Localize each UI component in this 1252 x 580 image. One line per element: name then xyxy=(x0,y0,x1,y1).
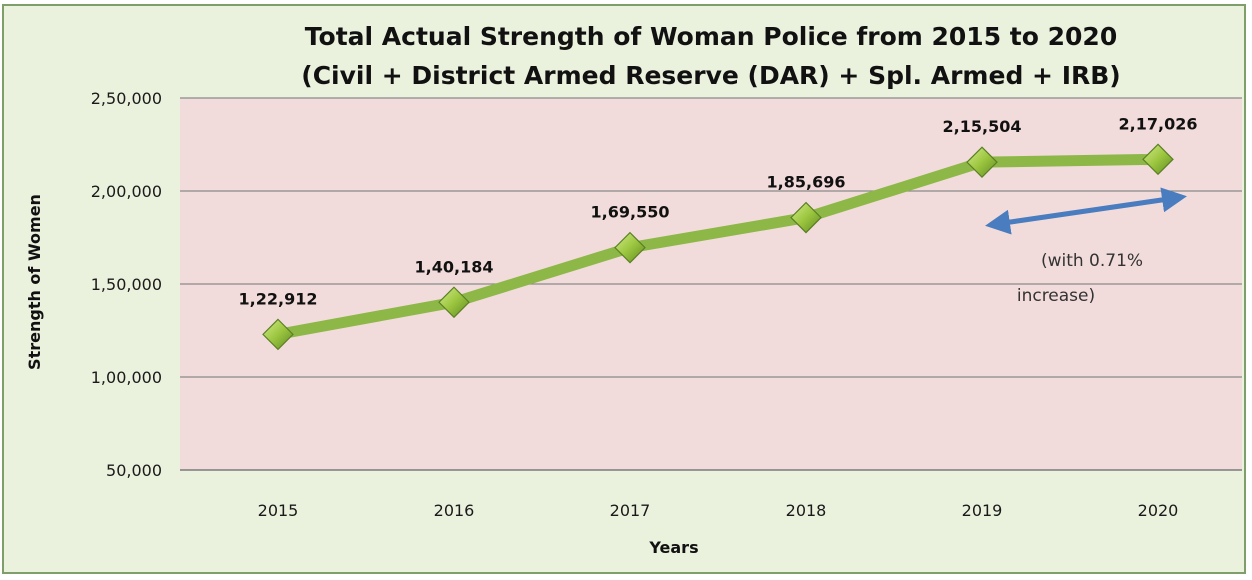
data-label: 1,85,696 xyxy=(767,173,846,192)
y-tick-label: 2,00,000 xyxy=(91,182,162,201)
series-markers xyxy=(262,143,1174,351)
data-labels: 1,22,912 1,40,184 1,69,550 1,85,696 2,15,504… xyxy=(239,114,1198,308)
y-tick-label: 50,000 xyxy=(106,461,162,480)
x-tick-label: 2015 xyxy=(258,501,299,520)
data-point-marker xyxy=(614,231,646,264)
y-tick-label: 2,50,000 xyxy=(91,89,162,108)
y-tick-label: 1,50,000 xyxy=(91,275,162,294)
annotation-arrow xyxy=(985,187,1187,235)
line-chart: Total Actual Strength of Woman Police fr… xyxy=(25,22,1242,557)
data-label: 1,40,184 xyxy=(415,257,494,276)
y-axis-title: Strength of Women xyxy=(25,194,44,370)
data-point-marker xyxy=(438,286,470,319)
data-label: 1,22,912 xyxy=(239,289,318,308)
series-line xyxy=(272,153,1164,340)
data-point-marker xyxy=(1142,143,1174,176)
x-tick-label: 2018 xyxy=(786,501,827,520)
x-tick-label: 2016 xyxy=(434,501,475,520)
data-label: 1,69,550 xyxy=(591,203,670,222)
x-tick-labels: 2015 2016 2017 2018 2019 2020 xyxy=(258,501,1179,520)
x-axis-title: Years xyxy=(648,538,698,557)
annotation-text-line-2: increase) xyxy=(1017,286,1095,306)
chart-title-line-2: (Civil + District Armed Reserve (DAR) + … xyxy=(301,61,1120,90)
chart-frame: Total Actual Strength of Woman Police fr… xyxy=(2,4,1246,574)
data-point-marker xyxy=(790,201,822,234)
x-tick-label: 2020 xyxy=(1138,501,1179,520)
y-tick-labels: 50,000 1,00,000 1,50,000 2,00,000 2,50,000 xyxy=(91,89,162,480)
data-label: 2,15,504 xyxy=(943,117,1022,136)
chart-title-line-1: Total Actual Strength of Woman Police fr… xyxy=(305,22,1117,51)
data-label: 2,17,026 xyxy=(1119,114,1198,133)
y-tick-label: 1,00,000 xyxy=(91,368,162,387)
annotation-text-line-1: (with 0.71% xyxy=(1041,251,1143,271)
data-point-marker xyxy=(966,146,998,179)
x-tick-label: 2017 xyxy=(610,501,651,520)
x-tick-label: 2019 xyxy=(962,501,1003,520)
data-point-marker xyxy=(262,318,294,351)
